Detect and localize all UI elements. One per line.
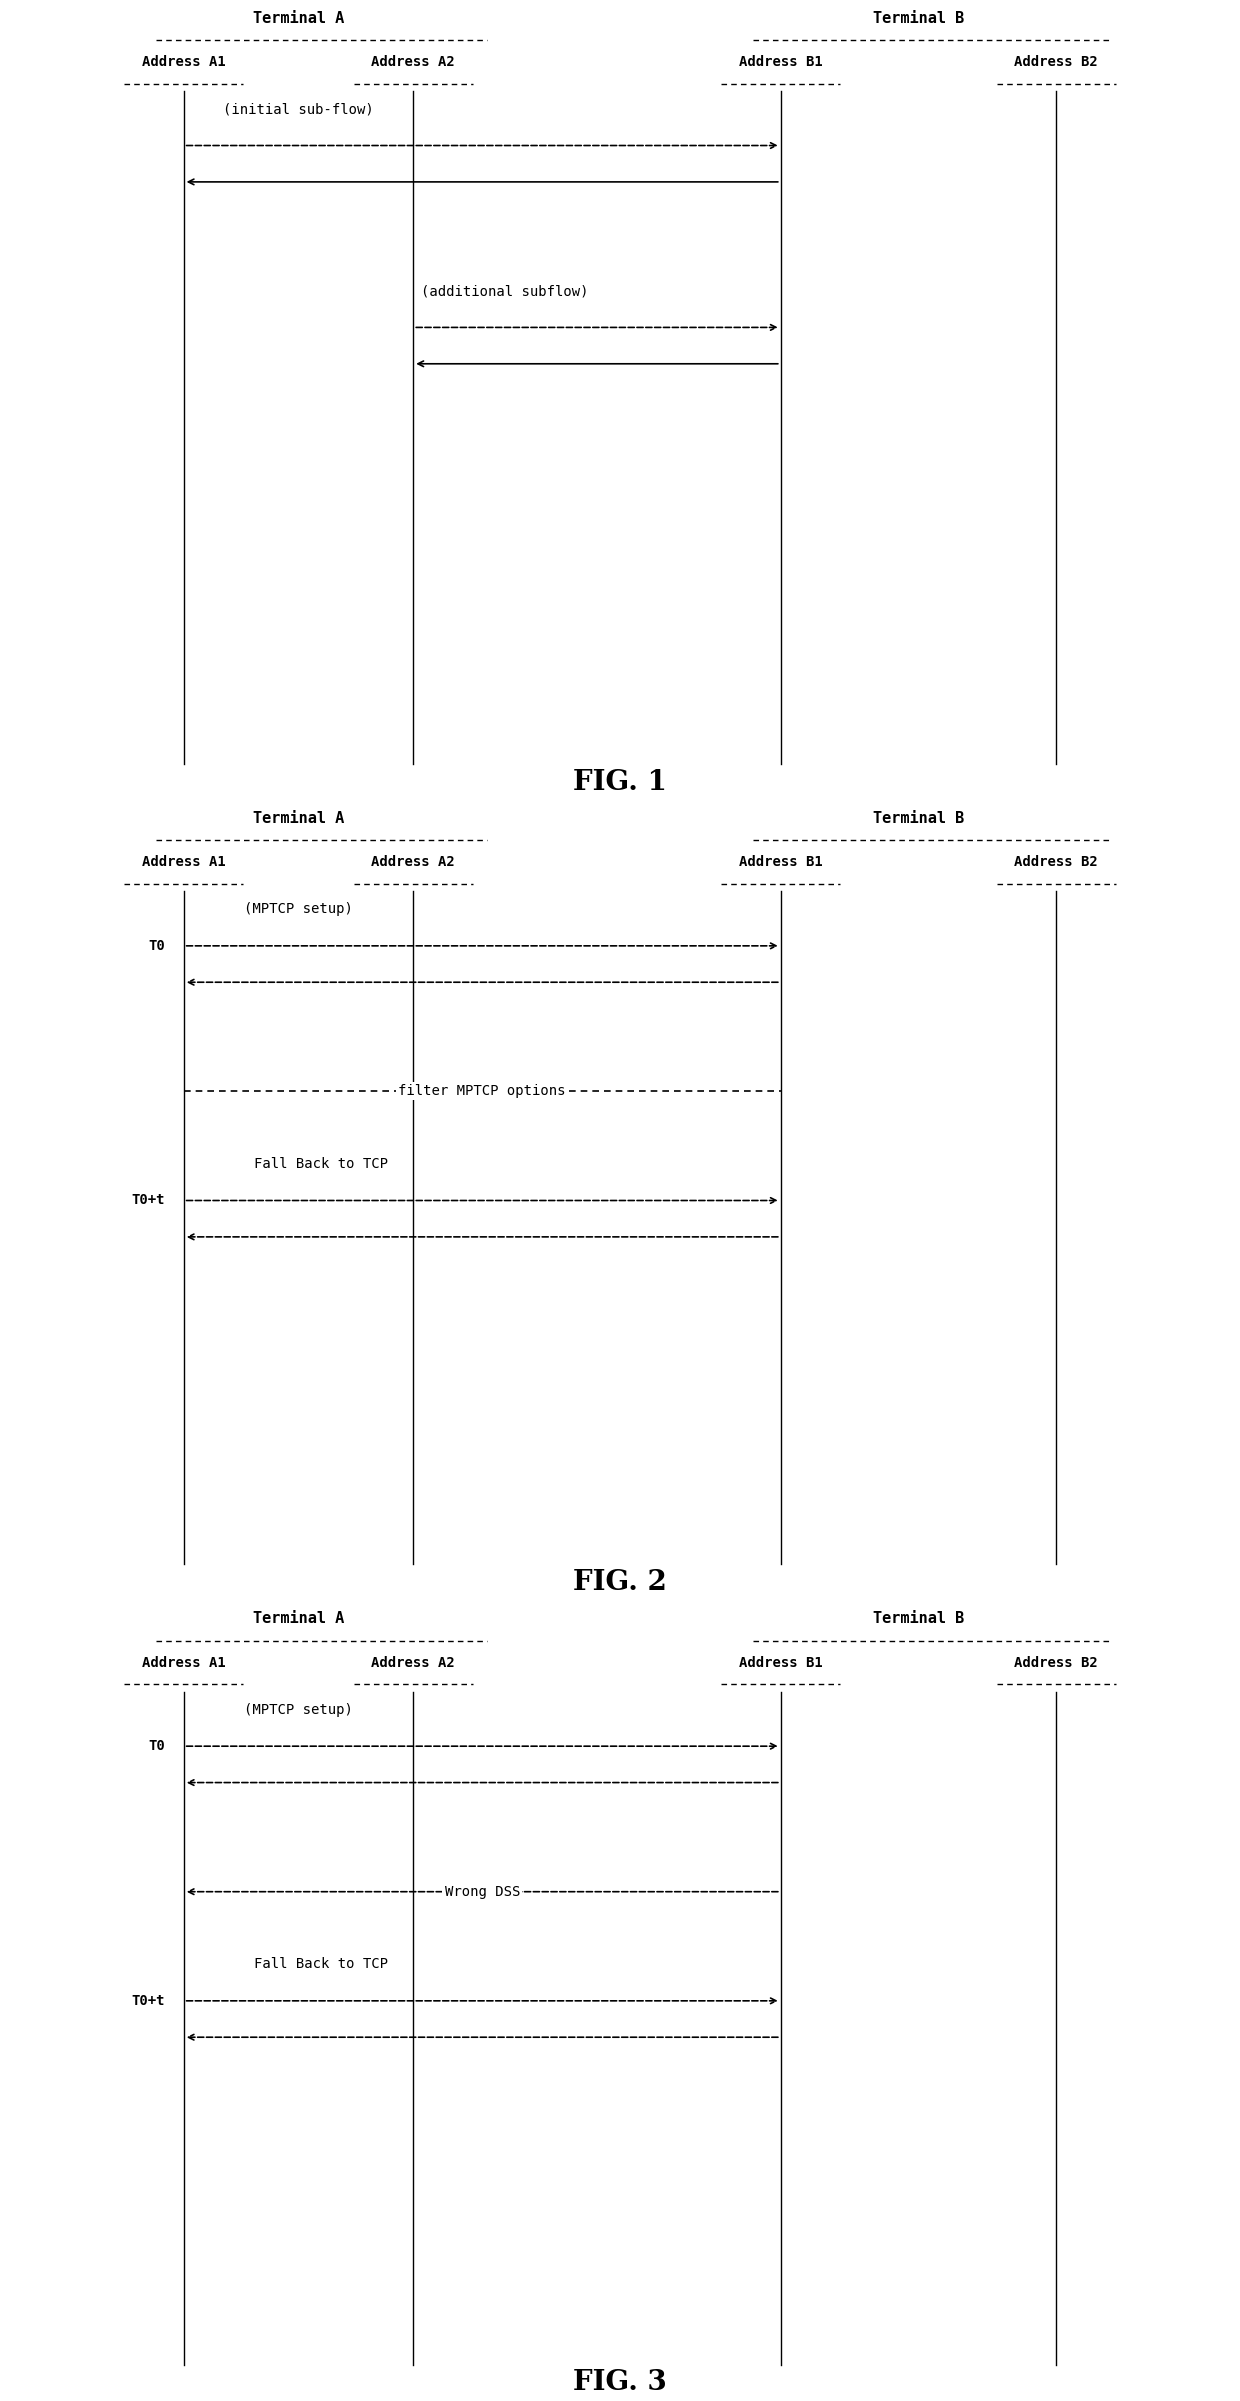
Text: Fall Back to TCP: Fall Back to TCP: [254, 1157, 388, 1172]
Text: Wrong DSS: Wrong DSS: [444, 1885, 520, 1899]
Text: Address B1: Address B1: [739, 1657, 822, 1669]
Text: Address B1: Address B1: [739, 55, 822, 70]
Text: Address A2: Address A2: [372, 1657, 455, 1669]
Text: Terminal B: Terminal B: [873, 1611, 965, 1625]
Text: Address A1: Address A1: [141, 1657, 226, 1669]
Text: Terminal B: Terminal B: [873, 10, 965, 26]
Text: Fall Back to TCP: Fall Back to TCP: [254, 1957, 388, 1971]
Text: T0: T0: [149, 1738, 165, 1753]
Text: (initial sub-flow): (initial sub-flow): [223, 103, 374, 115]
Text: Address B1: Address B1: [739, 855, 822, 869]
Text: FIG. 1: FIG. 1: [573, 768, 667, 795]
Text: Address B2: Address B2: [1014, 1657, 1099, 1669]
Text: Address A2: Address A2: [372, 855, 455, 869]
Text: (additional subflow): (additional subflow): [422, 283, 589, 298]
Text: T0+t: T0+t: [131, 1193, 165, 1208]
Text: Address A1: Address A1: [141, 855, 226, 869]
Text: T0: T0: [149, 939, 165, 953]
Text: (MPTCP setup): (MPTCP setup): [244, 1702, 353, 1717]
Text: Address A2: Address A2: [372, 55, 455, 70]
Text: Terminal A: Terminal A: [253, 1611, 345, 1625]
Text: FIG. 2: FIG. 2: [573, 1568, 667, 1597]
Text: T0+t: T0+t: [131, 1993, 165, 2007]
Text: Address B2: Address B2: [1014, 855, 1099, 869]
Text: Terminal A: Terminal A: [253, 812, 345, 826]
Text: Terminal B: Terminal B: [873, 812, 965, 826]
Text: Address A1: Address A1: [141, 55, 226, 70]
Text: Terminal A: Terminal A: [253, 10, 345, 26]
Text: (MPTCP setup): (MPTCP setup): [244, 903, 353, 917]
Text: filter MPTCP options: filter MPTCP options: [398, 1085, 565, 1097]
Text: FIG. 3: FIG. 3: [573, 2370, 667, 2396]
Text: Address B2: Address B2: [1014, 55, 1099, 70]
